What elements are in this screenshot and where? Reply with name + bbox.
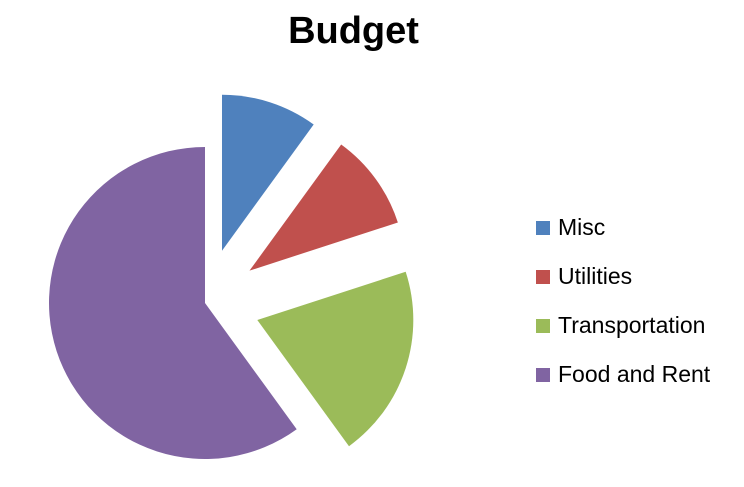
legend-swatch xyxy=(536,220,550,235)
legend-label: Utilities xyxy=(558,263,633,289)
pie-slice-food-and-rent xyxy=(49,147,297,459)
legend-item-transportation: Transportation xyxy=(536,301,710,350)
legend-item-misc: Misc xyxy=(536,203,710,252)
pie-slice-transportation xyxy=(257,271,414,447)
legend: Misc Utilities Transportation Food and Rent xyxy=(536,203,710,399)
legend-item-food-and-rent: Food and Rent xyxy=(536,350,710,399)
pie-slice-utilities xyxy=(249,144,398,271)
legend-swatch xyxy=(536,269,550,284)
legend-item-utilities: Utilities xyxy=(536,252,710,301)
legend-label: Transportation xyxy=(558,312,706,338)
chart-title: Budget xyxy=(288,10,419,52)
legend-label: Food and Rent xyxy=(558,361,711,387)
legend-label: Misc xyxy=(558,214,606,240)
legend-swatch xyxy=(536,318,550,333)
legend-swatch xyxy=(536,367,550,382)
pie-slice-misc xyxy=(221,94,314,251)
